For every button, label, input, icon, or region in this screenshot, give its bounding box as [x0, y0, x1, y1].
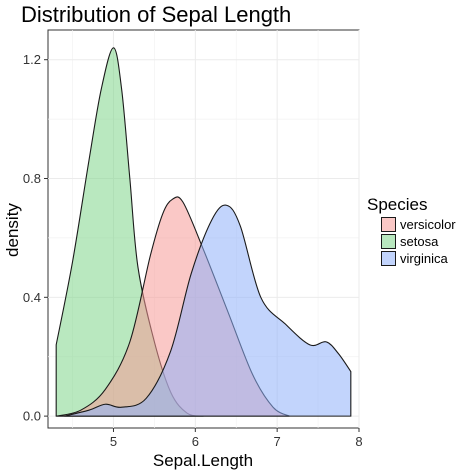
legend-swatch-versicolor: [381, 217, 396, 232]
legend-swatch-setosa: [381, 234, 396, 249]
density-areas: [55, 47, 352, 417]
y-axis: 0.0 0.4 0.8 1.2: [23, 52, 48, 424]
chart-title: Distribution of Sepal Length: [21, 2, 291, 27]
x-tick-label: 5: [110, 434, 117, 449]
y-axis-title: density: [3, 203, 22, 257]
x-tick-label: 7: [274, 434, 281, 449]
y-tick-label: 0.4: [23, 290, 41, 305]
legend-label-setosa: setosa: [400, 234, 439, 249]
legend: Species versicolor setosa virginica: [367, 195, 456, 266]
legend-label-virginica: virginica: [400, 251, 448, 266]
x-axis: 5 6 7 8: [110, 428, 363, 449]
legend-label-versicolor: versicolor: [400, 217, 456, 232]
x-axis-title: Sepal.Length: [153, 451, 253, 470]
x-tick-label: 6: [192, 434, 199, 449]
legend-title: Species: [367, 195, 427, 214]
legend-swatch-virginica: [381, 251, 396, 266]
density-area-virginica: [64, 204, 352, 417]
y-tick-label: 0.8: [23, 171, 41, 186]
x-tick-label: 8: [355, 434, 362, 449]
y-tick-label: 1.2: [23, 52, 41, 67]
y-tick-label: 0.0: [23, 409, 41, 424]
